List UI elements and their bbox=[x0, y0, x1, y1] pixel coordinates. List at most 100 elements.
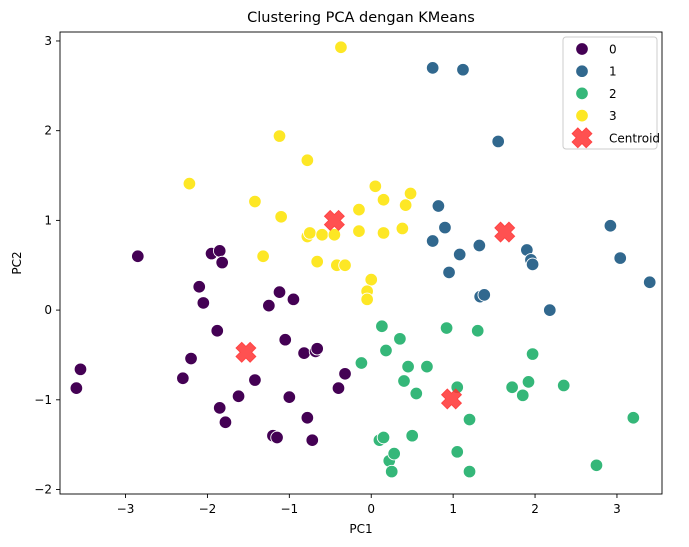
data-point-cluster-1 bbox=[438, 220, 452, 235]
data-point-cluster-3 bbox=[248, 194, 262, 209]
data-point-cluster-2 bbox=[556, 378, 571, 393]
y-tick-label: 1 bbox=[44, 213, 52, 227]
data-point-cluster-2 bbox=[589, 458, 604, 473]
data-point-cluster-2 bbox=[409, 386, 424, 401]
x-tick-label: 2 bbox=[531, 502, 539, 516]
data-point-cluster-1 bbox=[456, 62, 470, 77]
data-point-cluster-0 bbox=[192, 280, 206, 294]
data-point-cluster-0 bbox=[282, 390, 297, 404]
legend-label-cluster-2: 2 bbox=[609, 87, 617, 101]
data-point-cluster-1 bbox=[642, 275, 657, 290]
x-axis-label: PC1 bbox=[349, 522, 372, 536]
data-point-cluster-2 bbox=[450, 445, 464, 459]
y-tick-label: 0 bbox=[44, 303, 52, 317]
data-point-cluster-2 bbox=[397, 374, 411, 388]
data-point-cluster-2 bbox=[470, 323, 485, 338]
legend-marker-cluster-0 bbox=[575, 42, 589, 56]
centroid-marker bbox=[494, 221, 516, 243]
data-point-cluster-1 bbox=[603, 219, 618, 233]
data-point-cluster-1 bbox=[613, 251, 627, 265]
chart-title: Clustering PCA dengan KMeans bbox=[247, 10, 475, 26]
y-tick-label: 2 bbox=[44, 124, 52, 138]
x-tick-label: −3 bbox=[117, 502, 135, 516]
y-axis-label: PC2 bbox=[10, 251, 24, 274]
data-point-cluster-3 bbox=[398, 198, 413, 212]
data-point-cluster-2 bbox=[375, 319, 389, 333]
data-point-cluster-2 bbox=[379, 343, 393, 358]
data-point-cluster-3 bbox=[364, 272, 378, 287]
legend-label-centroid: Centroid bbox=[609, 131, 660, 145]
data-point-cluster-3 bbox=[272, 129, 287, 143]
data-point-cluster-2 bbox=[376, 430, 391, 445]
legend-label-cluster-0: 0 bbox=[609, 43, 617, 57]
data-point-cluster-0 bbox=[286, 292, 301, 307]
data-point-cluster-0 bbox=[272, 285, 287, 299]
data-point-cluster-2 bbox=[626, 410, 641, 425]
legend-box bbox=[562, 36, 658, 150]
data-point-cluster-3 bbox=[352, 224, 366, 238]
data-point-cluster-0 bbox=[73, 362, 88, 377]
data-point-cluster-0 bbox=[176, 371, 190, 386]
data-point-cluster-2 bbox=[505, 380, 519, 394]
data-point-cluster-1 bbox=[472, 238, 487, 253]
centroid-marker bbox=[235, 341, 257, 363]
centroid-marker bbox=[323, 209, 345, 231]
data-point-cluster-0 bbox=[262, 298, 276, 313]
data-point-cluster-3 bbox=[360, 292, 374, 307]
legend: 0 1 2 3 Centroid bbox=[562, 36, 660, 150]
data-point-cluster-0 bbox=[248, 373, 262, 387]
x-tick-label: −1 bbox=[280, 502, 298, 516]
data-point-cluster-0 bbox=[131, 249, 145, 264]
data-point-cluster-0 bbox=[338, 367, 352, 381]
data-point-cluster-3 bbox=[395, 221, 410, 236]
x-tick-label: 1 bbox=[449, 502, 457, 516]
data-point-cluster-3 bbox=[334, 40, 348, 55]
data-point-cluster-2 bbox=[525, 347, 540, 361]
data-point-cluster-2 bbox=[387, 446, 401, 461]
data-point-cluster-0 bbox=[196, 296, 211, 310]
legend-marker-cluster-1 bbox=[575, 64, 589, 78]
axes: −3 −2 −1 0 1 2 3 −2 −1 0 1 2 3 bbox=[34, 31, 663, 516]
data-point-cluster-0 bbox=[305, 433, 320, 447]
y-tick-label: −2 bbox=[34, 483, 52, 497]
legend-marker-centroid bbox=[571, 127, 593, 149]
data-point-cluster-3 bbox=[315, 227, 329, 242]
data-point-cluster-0 bbox=[231, 389, 246, 403]
data-point-cluster-2 bbox=[420, 359, 434, 374]
data-point-cluster-3 bbox=[376, 193, 391, 207]
data-point-cluster-0 bbox=[310, 341, 324, 356]
data-point-cluster-1 bbox=[442, 265, 456, 280]
data-point-cluster-2 bbox=[401, 359, 415, 374]
data-point-cluster-3 bbox=[274, 210, 288, 224]
data-point-cluster-3 bbox=[300, 153, 315, 168]
data-point-cluster-3 bbox=[310, 254, 324, 269]
data-point-cluster-3 bbox=[303, 226, 317, 240]
data-point-cluster-0 bbox=[184, 351, 198, 366]
data-point-cluster-1 bbox=[543, 303, 557, 317]
data-point-cluster-1 bbox=[452, 247, 467, 262]
x-tick-label: −2 bbox=[199, 502, 217, 516]
data-point-cluster-2 bbox=[462, 412, 477, 427]
centroid-marker bbox=[440, 388, 463, 410]
data-point-cluster-3 bbox=[352, 202, 366, 217]
data-point-cluster-0 bbox=[218, 415, 233, 429]
data-point-cluster-0 bbox=[212, 401, 227, 415]
data-point-cluster-2 bbox=[439, 321, 454, 335]
legend-label-cluster-3: 3 bbox=[609, 109, 617, 123]
data-point-cluster-2 bbox=[393, 332, 407, 346]
data-point-cluster-3 bbox=[256, 249, 270, 264]
plot-area bbox=[69, 40, 657, 479]
legend-marker-cluster-2 bbox=[575, 86, 589, 101]
data-point-cluster-1 bbox=[425, 234, 440, 248]
data-point-cluster-1 bbox=[491, 134, 505, 149]
data-point-cluster-0 bbox=[270, 430, 284, 445]
data-point-cluster-0 bbox=[300, 410, 315, 425]
data-point-cluster-3 bbox=[403, 186, 418, 201]
data-point-cluster-2 bbox=[354, 356, 369, 370]
data-point-cluster-2 bbox=[521, 375, 536, 389]
y-tick-label: −1 bbox=[34, 393, 52, 407]
data-point-cluster-0 bbox=[215, 255, 229, 270]
y-tick-label: 3 bbox=[44, 34, 52, 48]
data-point-cluster-3 bbox=[376, 226, 391, 240]
